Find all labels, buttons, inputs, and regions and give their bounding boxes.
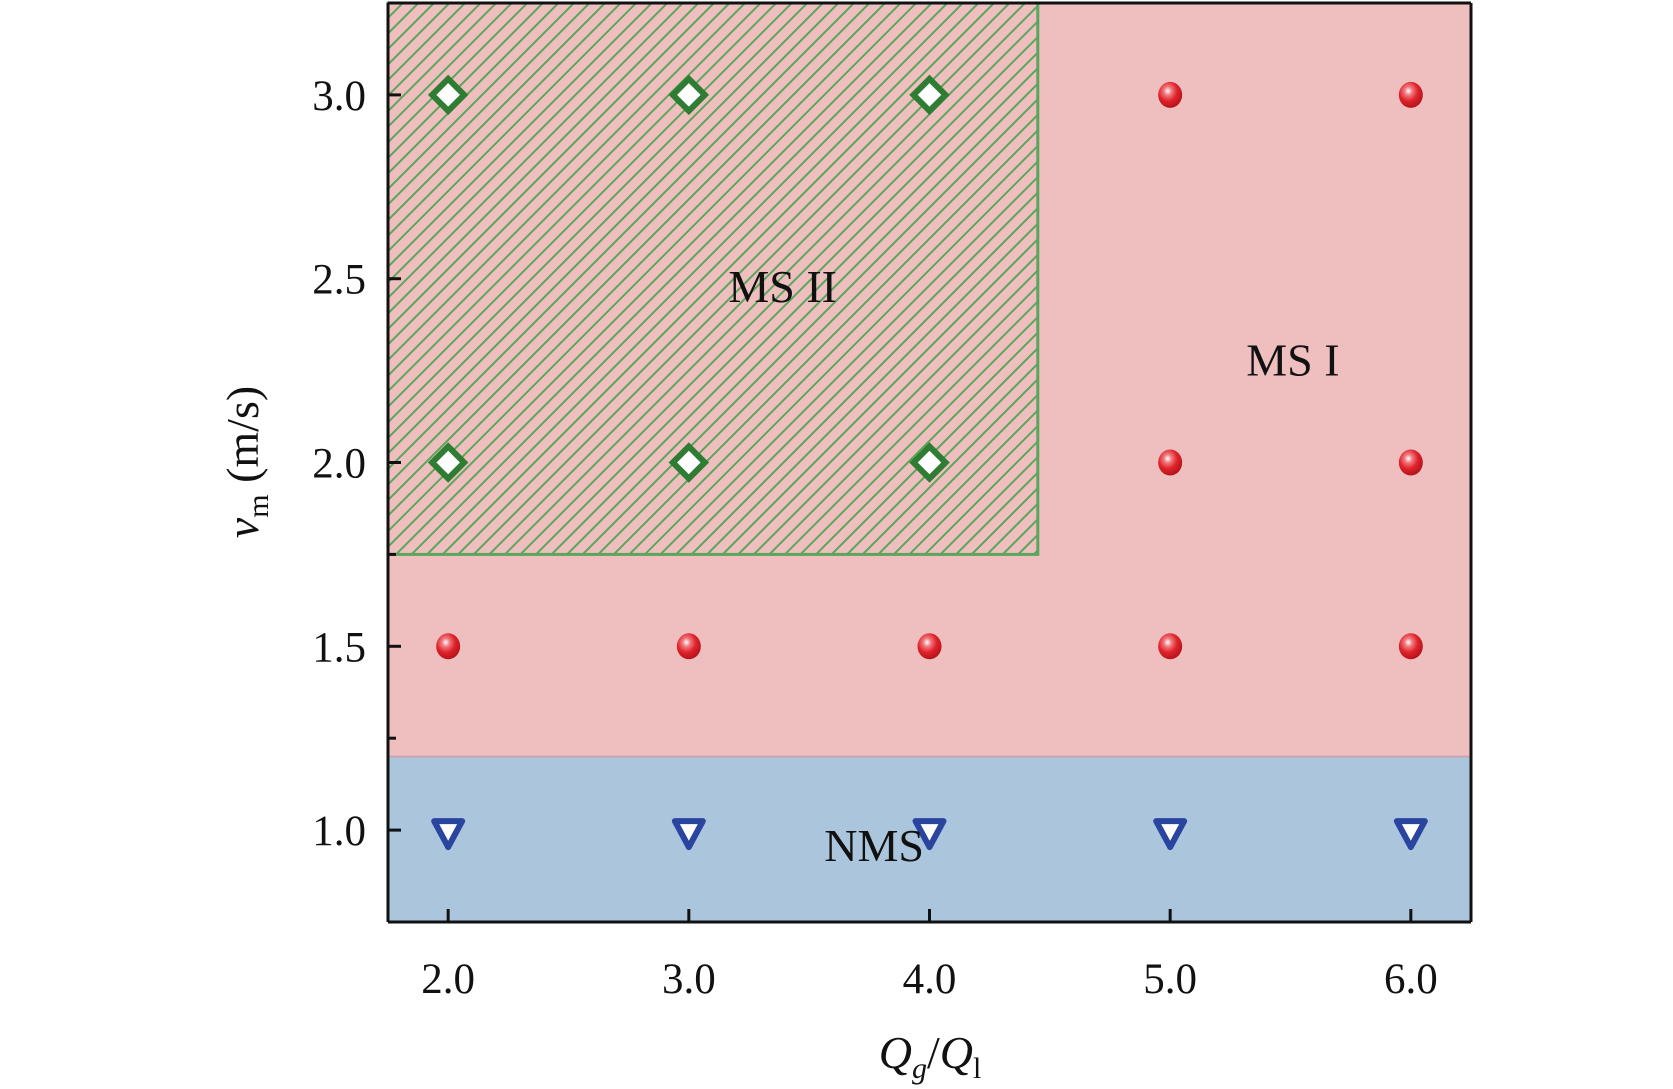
x-tick-label: 4.0 xyxy=(903,956,957,1003)
x-tick-label: 2.0 xyxy=(421,956,475,1003)
data-point-triangle xyxy=(431,818,466,851)
data-point-triangle xyxy=(671,818,706,851)
data-point-diamond xyxy=(427,442,469,483)
data-point-sphere xyxy=(676,633,701,660)
data-point-sphere xyxy=(1158,81,1183,108)
y-tick-label: 2.0 xyxy=(312,441,366,488)
region-label-ms-i: MS I xyxy=(1246,335,1339,386)
y-tick-label: 2.5 xyxy=(312,257,366,304)
data-point-sphere xyxy=(436,633,461,660)
data-point-triangle xyxy=(1153,818,1188,851)
region-label-nms: NMS xyxy=(824,820,924,871)
y-tick-label: 1.0 xyxy=(312,808,366,855)
markers-layer xyxy=(427,74,1428,851)
regions-layer xyxy=(386,1,1471,922)
data-point-triangle xyxy=(1393,818,1428,851)
data-point-sphere xyxy=(1158,449,1183,476)
data-point-diamond xyxy=(668,442,710,483)
x-axis-label: Qg/Ql xyxy=(879,1027,982,1085)
x-tick-label: 6.0 xyxy=(1384,956,1438,1003)
region-label-ms-ii: MS II xyxy=(728,261,837,312)
data-point-diamond xyxy=(427,74,469,116)
x-tick-label: 3.0 xyxy=(662,956,716,1003)
labels-layer: NMS MS I MS II 2.0 3.0 4.0 5.0 6.0 1.0 1.5 2.0 2.5 3… xyxy=(312,73,1437,1003)
data-point-diamond xyxy=(668,74,710,116)
data-point-sphere xyxy=(1398,449,1423,476)
data-point-triangle xyxy=(912,818,947,851)
data-point-sphere xyxy=(1158,633,1183,660)
y-tick-label: 1.5 xyxy=(312,624,366,671)
data-point-diamond xyxy=(909,74,950,116)
axes-layer xyxy=(386,1,1473,924)
y-tick-label: 3.0 xyxy=(312,73,366,120)
data-point-sphere xyxy=(1398,81,1423,108)
y-axis-label: vm (m/s) xyxy=(217,386,275,538)
x-tick-label: 5.0 xyxy=(1143,956,1197,1003)
data-point-sphere xyxy=(917,633,942,660)
data-point-diamond xyxy=(909,442,950,483)
data-point-sphere xyxy=(1398,633,1423,660)
